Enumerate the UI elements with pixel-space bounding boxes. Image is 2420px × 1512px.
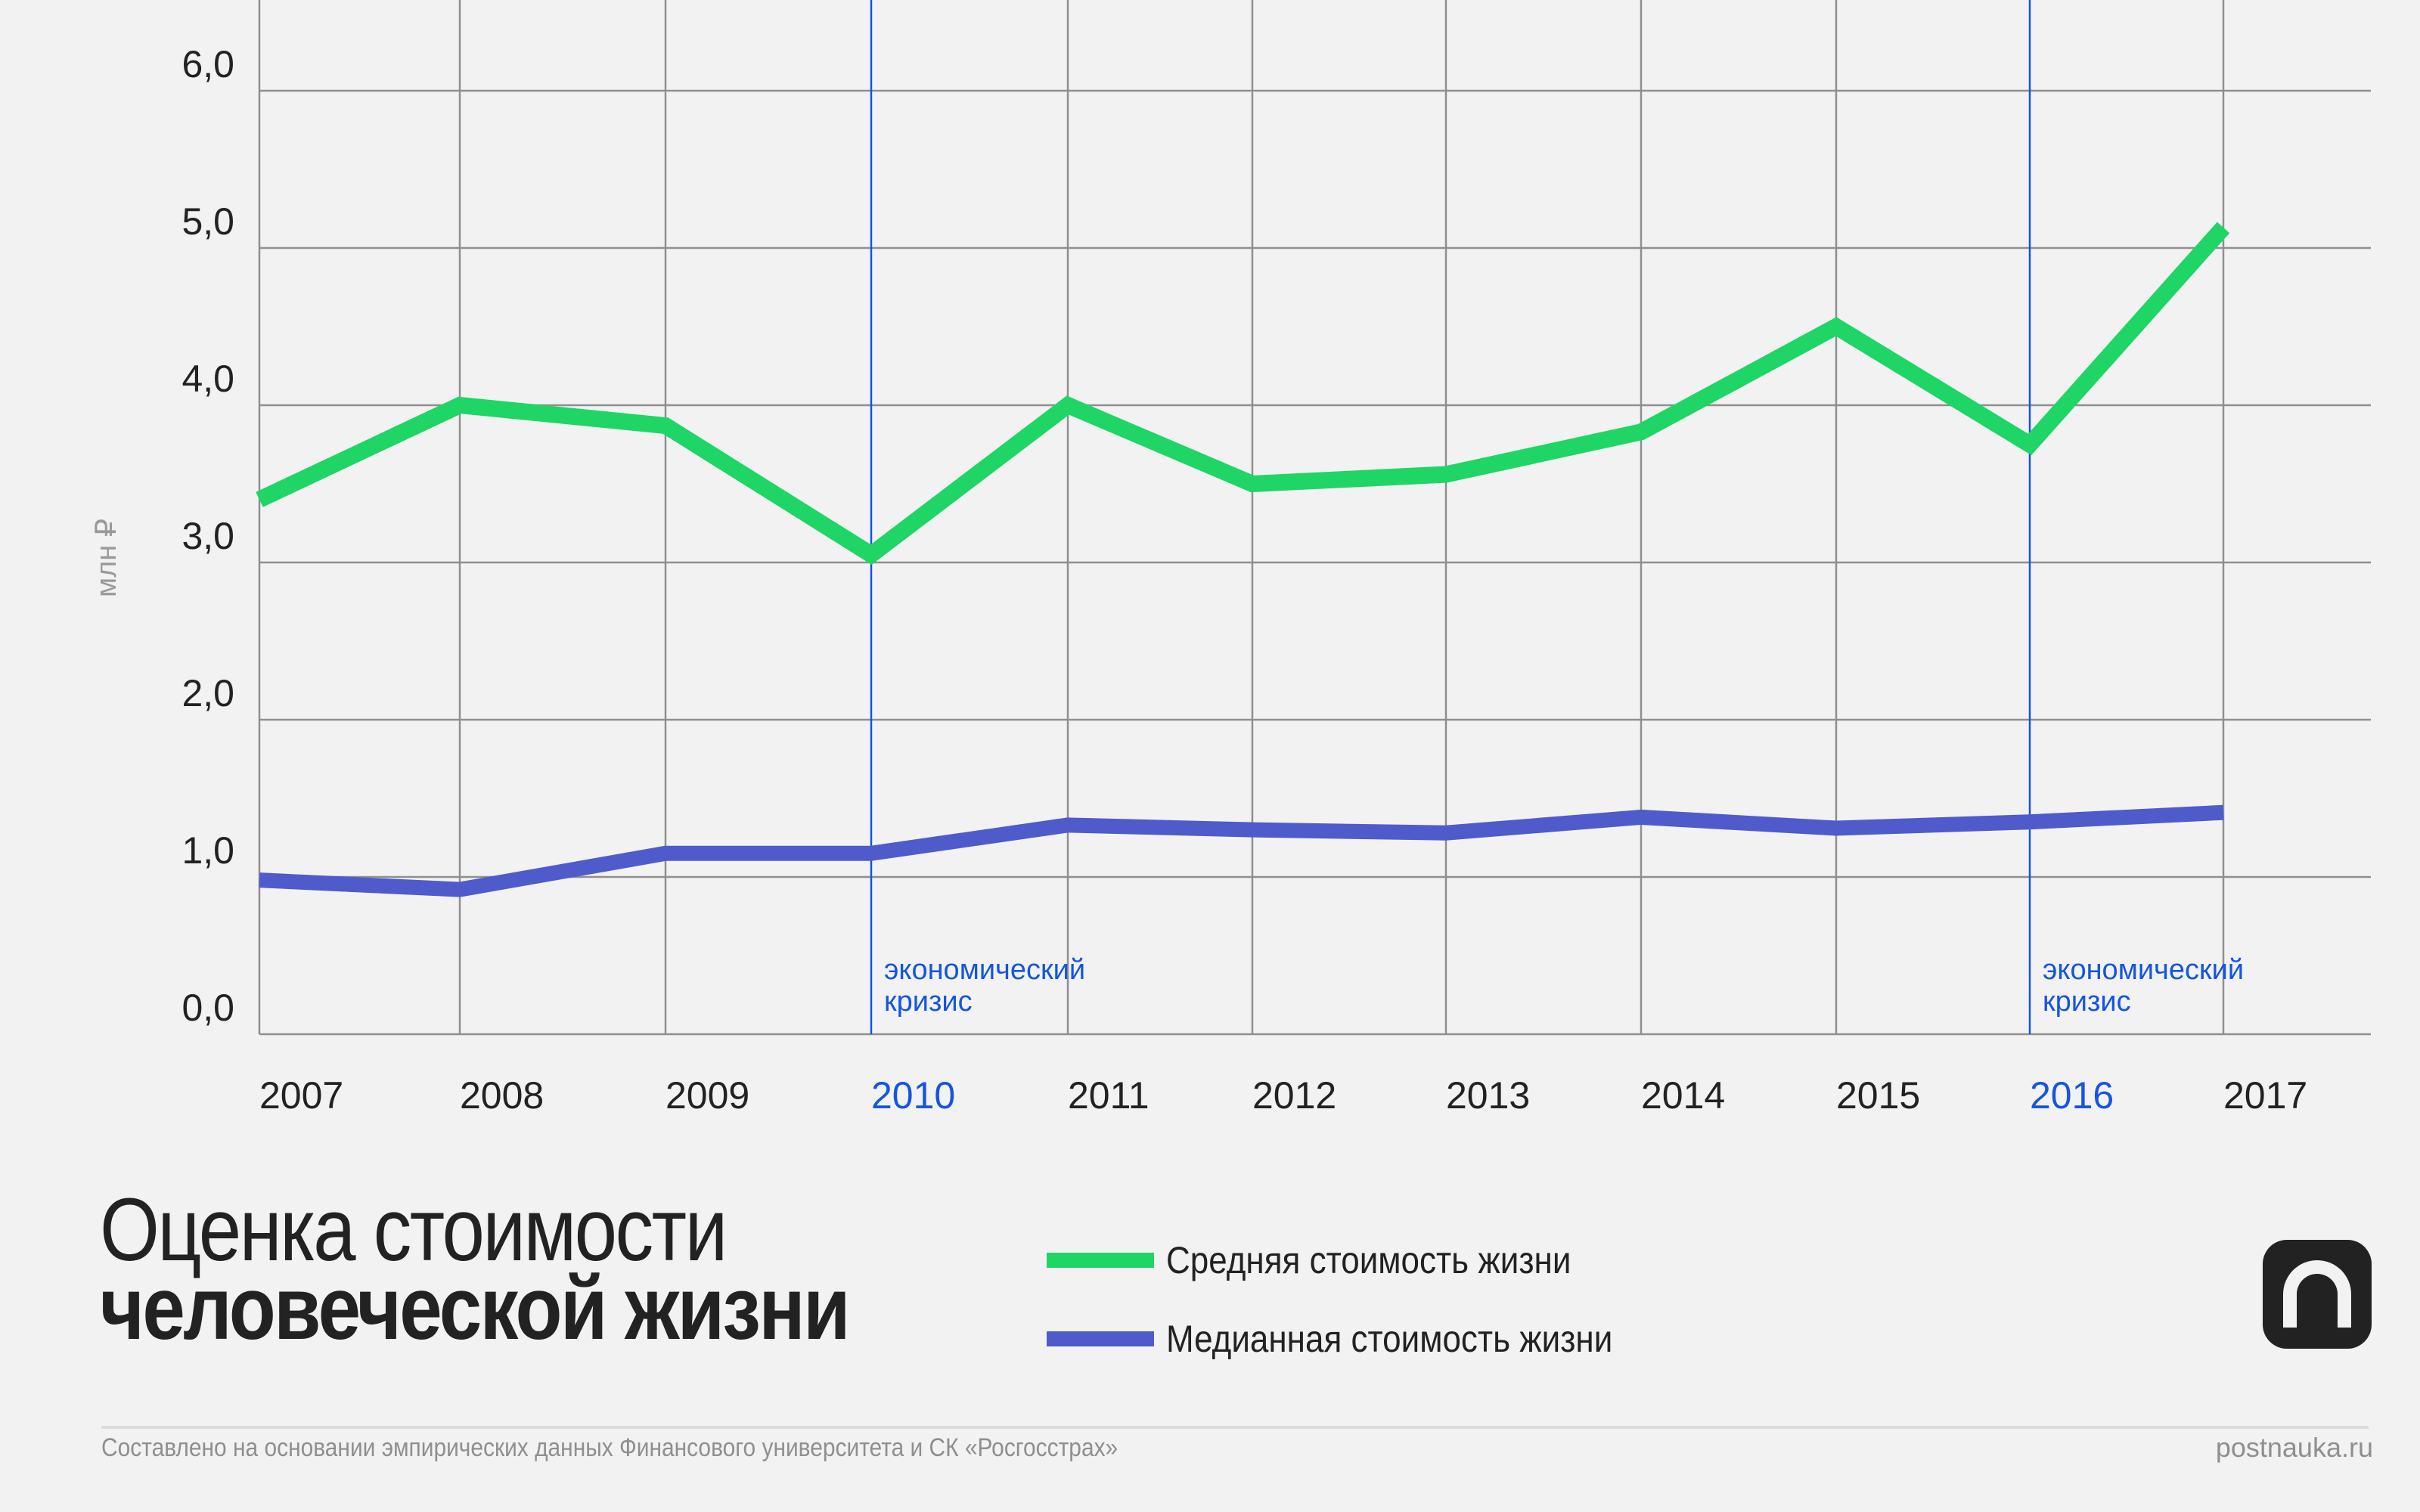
y-axis-label: млн ₽ (91, 518, 123, 597)
x-tick-label: 2012 (1252, 1074, 1337, 1117)
chart-title: Оценка стоимости человеческой жизни (100, 1180, 970, 1359)
x-tick-label: 2017 (2223, 1074, 2308, 1117)
y-tick-label: 2,0 (182, 672, 234, 714)
legend-label-median: Медианная стоимость жизни (1166, 1318, 1613, 1360)
y-tick-label: 3,0 (182, 515, 234, 557)
x-tick-label: 2008 (460, 1074, 544, 1117)
legend-label-average: Средняя стоимость жизни (1166, 1239, 1571, 1281)
site-link[interactable]: postnauka.ru (2215, 1432, 2373, 1463)
x-tick-label: 2015 (1836, 1074, 1921, 1117)
crisis-annotation: экономический кризис (2043, 954, 2245, 1018)
line-chart (256, 0, 2371, 1036)
y-tick-label: 1,0 (182, 829, 234, 872)
y-tick-label: 6,0 (182, 43, 234, 85)
title-line-2: человеческой жизни (100, 1259, 851, 1359)
postnauka-logo-icon (2263, 1240, 2372, 1349)
x-tick-label: 2009 (666, 1074, 750, 1117)
x-tick-label: 2014 (1641, 1074, 1726, 1117)
legend-item-median: Медианная стоимость жизни (1047, 1317, 1674, 1361)
legend-item-average: Средняя стоимость жизни (1047, 1238, 1626, 1282)
x-tick-label: 2016 (2030, 1074, 2114, 1117)
title-line-1: Оценка стоимости (100, 1180, 728, 1280)
legend-swatch-average (1047, 1253, 1154, 1268)
crisis-annotation: экономический кризис (884, 954, 1086, 1018)
x-tick-label: 2010 (871, 1074, 956, 1117)
x-tick-label: 2007 (259, 1074, 344, 1117)
x-tick-label: 2013 (1446, 1074, 1531, 1117)
legend-swatch-median (1047, 1331, 1154, 1346)
footer-divider (101, 1426, 2369, 1429)
x-tick-label: 2011 (1068, 1074, 1150, 1117)
y-tick-label: 4,0 (182, 358, 234, 400)
y-tick-label: 5,0 (182, 200, 234, 243)
y-tick-label: 0,0 (182, 987, 234, 1029)
series-average-line (256, 222, 2230, 565)
source-note: Составлено на основании эмпирических дан… (101, 1433, 1118, 1462)
series-median-line (259, 804, 2224, 897)
